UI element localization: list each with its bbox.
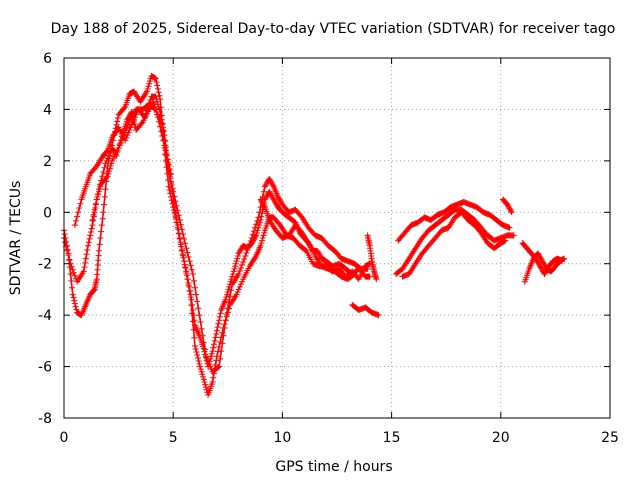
plot-frame [63,57,611,419]
series-markers [257,196,358,283]
series-markers [364,232,380,283]
series-segment-2 [364,232,380,283]
x-tick-label: 10 [273,430,291,446]
y-tick-label: -6 [38,360,52,376]
series-markers [349,301,382,319]
x-tick-label: 0 [60,430,69,446]
series-markers [89,98,174,223]
series-track-c [71,93,371,375]
y-tick-label: -2 [38,257,52,273]
series-segment-3 [500,196,515,216]
series-markers [399,209,509,280]
series-segment-1 [349,301,382,319]
series-track-d [89,98,174,223]
x-tick-label: 5 [169,430,178,446]
series-track-e [257,196,358,283]
series-track-h [399,209,509,280]
x-tick-label: 15 [383,430,401,446]
axis-ticks: 0 5 10 15 20 25 -8 -6 -4 -2 0 2 4 6 [38,51,619,446]
y-tick-label: -8 [38,411,52,427]
chart-title: Day 188 of 2025, Sidereal Day-to-day VTE… [51,21,616,37]
x-tick-label: 25 [601,430,619,446]
series-track-f [395,199,513,244]
series-track-j [519,240,565,277]
y-axis-label: SDTVAR / TECUs [8,181,24,296]
series-markers [395,199,513,244]
series-markers [500,196,515,216]
data-series [61,73,568,398]
y-tick-label: 6 [43,51,52,67]
series-markers [519,240,565,277]
y-tick-label: 4 [43,102,52,118]
y-tick-label: 0 [43,205,52,221]
y-tick-label: 2 [43,154,52,170]
x-tick-label: 20 [492,430,510,446]
y-tick-label: -4 [38,308,52,324]
x-axis-label: GPS time / hours [275,459,392,475]
